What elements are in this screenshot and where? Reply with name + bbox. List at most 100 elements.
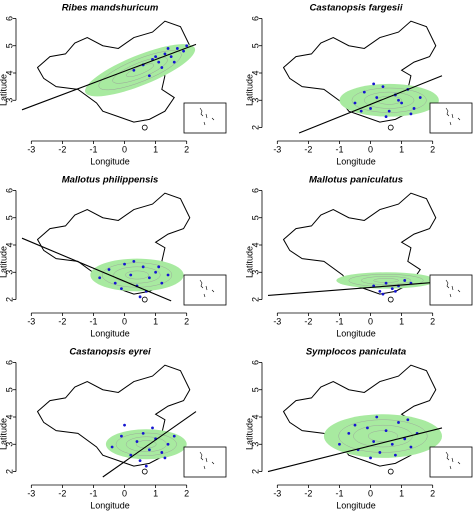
point	[113, 281, 117, 285]
x-tick-label: -1	[89, 488, 97, 498]
point	[160, 281, 164, 285]
y-tick-label: 5	[250, 215, 260, 220]
island	[141, 468, 148, 475]
point	[372, 82, 376, 86]
contour	[125, 436, 167, 452]
point	[403, 437, 407, 441]
x-tick-label: -1	[335, 316, 343, 326]
x-tick-label: 0	[122, 144, 127, 154]
inset-islands	[445, 451, 461, 470]
point	[163, 52, 167, 56]
point	[412, 107, 416, 110]
y-tick-label: 3	[4, 270, 14, 275]
map-outline	[36, 364, 191, 467]
island	[387, 296, 394, 303]
island	[141, 124, 148, 131]
point	[375, 415, 379, 419]
contour	[376, 95, 402, 105]
y-tick-label: 5	[4, 387, 14, 392]
point	[98, 276, 102, 280]
inset-islands	[199, 107, 215, 126]
point	[123, 423, 126, 427]
inset-box	[183, 446, 227, 478]
point	[393, 289, 397, 293]
panel: -3 -2 -1 0 1 2 2 3 4 5 6 Castanopsis eyrei Longitude…	[0, 347, 227, 510]
y-axis-label: Latitude	[0, 246, 8, 278]
x-axis-label: Longitude	[336, 156, 376, 166]
x-tick-label: 0	[122, 488, 127, 498]
y-tick-label: 2	[4, 469, 14, 474]
x-tick-label: -3	[27, 144, 35, 154]
inset-box	[429, 446, 473, 478]
point	[369, 456, 372, 460]
point	[384, 115, 388, 119]
inset-box	[429, 274, 473, 306]
point	[147, 276, 151, 280]
point	[390, 287, 394, 291]
x-tick-label: 1	[153, 144, 158, 154]
x-tick-label: 2	[184, 488, 189, 498]
y-tick-label: 5	[250, 387, 260, 392]
x-tick-label: -3	[273, 316, 281, 326]
regression-line	[267, 281, 443, 297]
point	[384, 281, 388, 285]
x-axis-label: Longitude	[90, 328, 130, 338]
x-tick-label: -3	[27, 316, 35, 326]
inset-islands	[445, 279, 461, 298]
point	[403, 279, 407, 282]
x-tick-label: -2	[58, 316, 66, 326]
y-tick-label: 4	[4, 70, 14, 75]
point	[166, 442, 170, 446]
x-tick-label: 0	[122, 316, 127, 326]
inset-box	[183, 102, 227, 134]
x-tick-label: 2	[430, 316, 435, 326]
contour	[126, 63, 155, 78]
range-ellipse	[90, 258, 184, 292]
regression-line	[21, 43, 197, 111]
island	[387, 124, 394, 131]
point	[154, 270, 158, 274]
point	[147, 448, 151, 452]
x-tick-label: 2	[430, 144, 435, 154]
y-tick-label: 4	[250, 242, 260, 247]
x-axis-label: Longitude	[90, 156, 130, 166]
x-axis-label: Longitude	[336, 500, 376, 510]
range-ellipse	[85, 44, 196, 97]
range-ellipse	[105, 429, 187, 460]
y-tick-label: 3	[250, 442, 260, 447]
point	[175, 47, 179, 50]
y-tick-label: 4	[4, 414, 14, 419]
regression-line	[298, 75, 443, 134]
point	[132, 259, 136, 263]
point	[378, 451, 382, 454]
y-tick-label: 2	[250, 125, 260, 130]
point	[353, 101, 357, 105]
y-tick-label: 2	[4, 297, 14, 302]
x-tick-label: -1	[335, 144, 343, 154]
panel-title: Mallotus philippensis	[62, 175, 159, 186]
point	[169, 55, 173, 59]
x-tick-label: 0	[368, 316, 373, 326]
y-tick-label: 6	[250, 16, 260, 21]
y-tick-label: 5	[4, 215, 14, 220]
x-tick-label: -2	[304, 144, 312, 154]
y-tick-label: 3	[250, 270, 260, 275]
point	[381, 292, 385, 296]
island	[141, 296, 148, 303]
x-tick-label: 0	[368, 144, 373, 154]
x-axis-label: Longitude	[336, 328, 376, 338]
y-tick-label: 6	[4, 188, 14, 193]
contour	[113, 266, 161, 284]
inset-islands	[199, 279, 215, 298]
point	[378, 289, 382, 293]
y-tick-label: 5	[4, 43, 14, 48]
point	[362, 90, 366, 94]
x-tick-label: -1	[335, 488, 343, 498]
point	[120, 287, 123, 291]
y-tick-label: 6	[250, 188, 260, 193]
y-axis-label: Latitude	[0, 74, 8, 106]
x-tick-label: 2	[184, 316, 189, 326]
y-axis-label: Latitude	[244, 74, 254, 106]
point	[107, 268, 111, 271]
point	[147, 74, 151, 78]
